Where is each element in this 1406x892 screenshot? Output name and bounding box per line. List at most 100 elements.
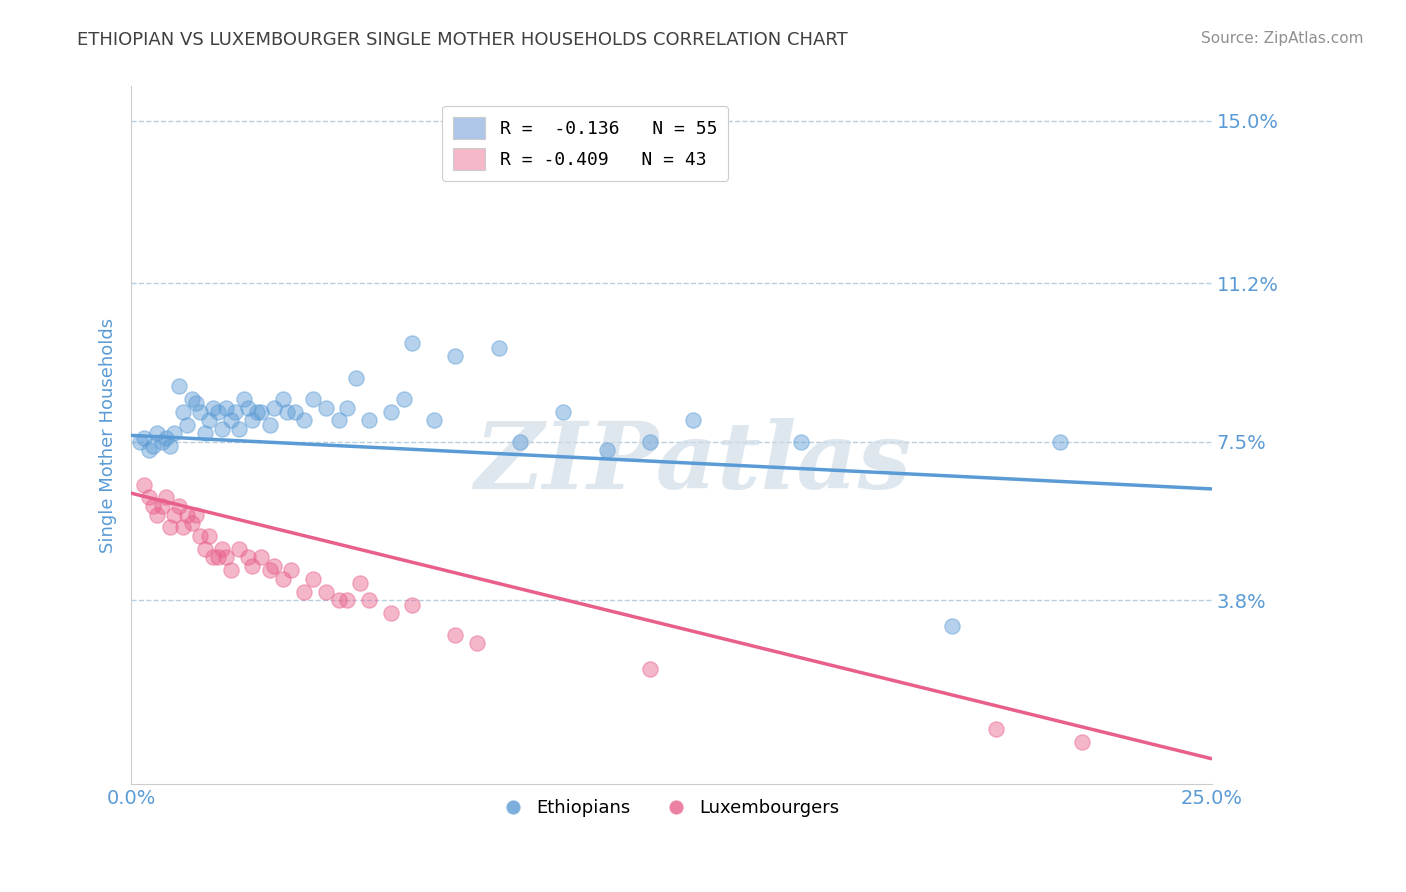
Point [336,593,359,607]
Point [638,662,661,676]
Point [941,619,963,633]
Point [301,572,323,586]
Point [465,636,488,650]
Point [1049,434,1071,449]
Point [172,405,194,419]
Point [228,422,250,436]
Point [134,431,156,445]
Point [198,413,221,427]
Point [595,443,617,458]
Point [146,508,169,522]
Point [984,722,1007,736]
Point [284,405,307,419]
Point [172,520,194,534]
Point [194,541,217,556]
Point [224,405,246,419]
Point [146,426,169,441]
Point [207,405,229,419]
Point [198,529,221,543]
Point [150,434,173,449]
Point [159,439,181,453]
Text: ZIPatlas: ZIPatlas [475,418,911,508]
Point [163,508,186,522]
Point [638,434,661,449]
Point [228,541,250,556]
Point [380,606,402,620]
Point [444,627,467,641]
Text: ETHIOPIAN VS LUXEMBOURGER SINGLE MOTHER HOUSEHOLDS CORRELATION CHART: ETHIOPIAN VS LUXEMBOURGER SINGLE MOTHER … [77,31,848,49]
Point [271,572,294,586]
Point [401,336,423,351]
Point [315,401,337,415]
Point [444,349,467,363]
Point [219,413,242,427]
Point [176,417,198,432]
Point [232,392,254,406]
Point [292,584,315,599]
Point [401,598,423,612]
Point [184,508,207,522]
Legend: Ethiopians, Luxembourgers: Ethiopians, Luxembourgers [496,792,846,824]
Text: Source: ZipAtlas.com: Source: ZipAtlas.com [1201,31,1364,46]
Point [349,576,371,591]
Point [553,405,575,419]
Point [207,550,229,565]
Point [211,541,233,556]
Point [280,563,302,577]
Point [236,550,259,565]
Point [138,443,160,458]
Point [167,379,190,393]
Point [790,434,813,449]
Point [392,392,415,406]
Point [219,563,242,577]
Point [176,508,198,522]
Point [245,405,267,419]
Point [134,477,156,491]
Point [142,499,165,513]
Point [315,584,337,599]
Point [194,426,217,441]
Point [259,417,281,432]
Point [155,431,177,445]
Point [215,401,238,415]
Point [357,593,380,607]
Point [138,491,160,505]
Point [240,559,263,574]
Point [163,426,186,441]
Point [336,401,359,415]
Point [215,550,238,565]
Point [357,413,380,427]
Point [236,401,259,415]
Point [190,529,212,543]
Point [202,550,225,565]
Y-axis label: Single Mother Households: Single Mother Households [100,318,117,553]
Point [155,491,177,505]
Point [211,422,233,436]
Point [380,405,402,419]
Point [276,405,298,419]
Point [180,516,202,531]
Point [184,396,207,410]
Point [250,405,273,419]
Point [190,405,212,419]
Point [301,392,323,406]
Point [423,413,446,427]
Point [1071,734,1094,748]
Point [682,413,704,427]
Point [167,499,190,513]
Point [263,559,285,574]
Point [263,401,285,415]
Point [202,401,225,415]
Point [344,370,367,384]
Point [250,550,273,565]
Point [259,563,281,577]
Point [488,341,510,355]
Point [328,593,350,607]
Point [271,392,294,406]
Point [180,392,202,406]
Point [128,434,150,449]
Point [509,434,531,449]
Point [159,520,181,534]
Point [142,439,165,453]
Point [150,499,173,513]
